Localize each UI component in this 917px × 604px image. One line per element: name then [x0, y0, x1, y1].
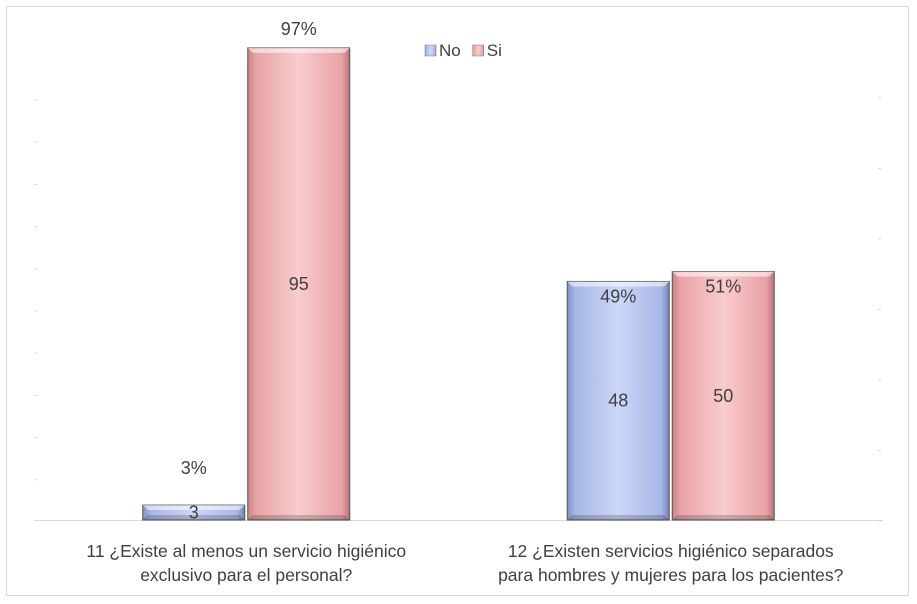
category-label-line: 11 ¿Existe al menos un servicio higiénic…	[86, 541, 406, 561]
bar-bevel-top	[247, 47, 350, 53]
bar-no-1	[142, 504, 246, 521]
bar-bevel-bottom	[247, 515, 350, 520]
legend-label: No	[439, 41, 461, 60]
category-label-line: 12 ¿Existen servicios higiénico separado…	[508, 541, 834, 561]
bar-no-2	[566, 280, 670, 521]
legend-swatch	[424, 44, 437, 57]
category-labels: 11 ¿Existe al menos un servicio higiénic…	[86, 541, 843, 585]
category-label-line: exclusivo para el personal?	[140, 565, 352, 585]
value-label: 48	[608, 391, 628, 411]
category-label-2: 12 ¿Existen servicios higiénico separado…	[498, 541, 844, 585]
bar-body	[566, 280, 670, 521]
bar-si-1	[247, 47, 351, 521]
bar-bevel-top	[142, 505, 245, 511]
bar-si-2	[671, 271, 775, 521]
bar-body	[671, 271, 775, 521]
bar-bevel-bottom	[567, 515, 670, 520]
value-label: 3	[189, 503, 199, 523]
category-label-line: para hombres y mujeres para los paciente…	[498, 565, 844, 585]
legend-swatch	[472, 44, 484, 57]
bar-bevel-bottom	[142, 515, 245, 520]
data-labels: 3 3% 95 97% 48 49% 50 51%	[181, 19, 742, 523]
bars	[142, 47, 775, 521]
value-label: 50	[713, 386, 733, 406]
percent-label: 3%	[181, 458, 207, 478]
bar-bevel-bottom	[672, 515, 775, 520]
value-label: 95	[289, 274, 309, 294]
bar-body	[247, 47, 351, 521]
category-label-1: 11 ¿Existe al menos un servicio higiénic…	[86, 541, 406, 585]
legend-item-no: No	[424, 41, 461, 60]
legend: No Si	[424, 41, 502, 60]
bar-bevel-top	[567, 281, 670, 287]
percent-label: 51%	[705, 277, 741, 297]
legend-label: Si	[487, 41, 502, 60]
axis-ticks	[34, 97, 881, 522]
bar-bevel-top	[672, 271, 775, 277]
legend-item-si: Si	[472, 41, 502, 60]
percent-label: 97%	[281, 19, 317, 39]
percent-label: 49%	[600, 286, 636, 306]
